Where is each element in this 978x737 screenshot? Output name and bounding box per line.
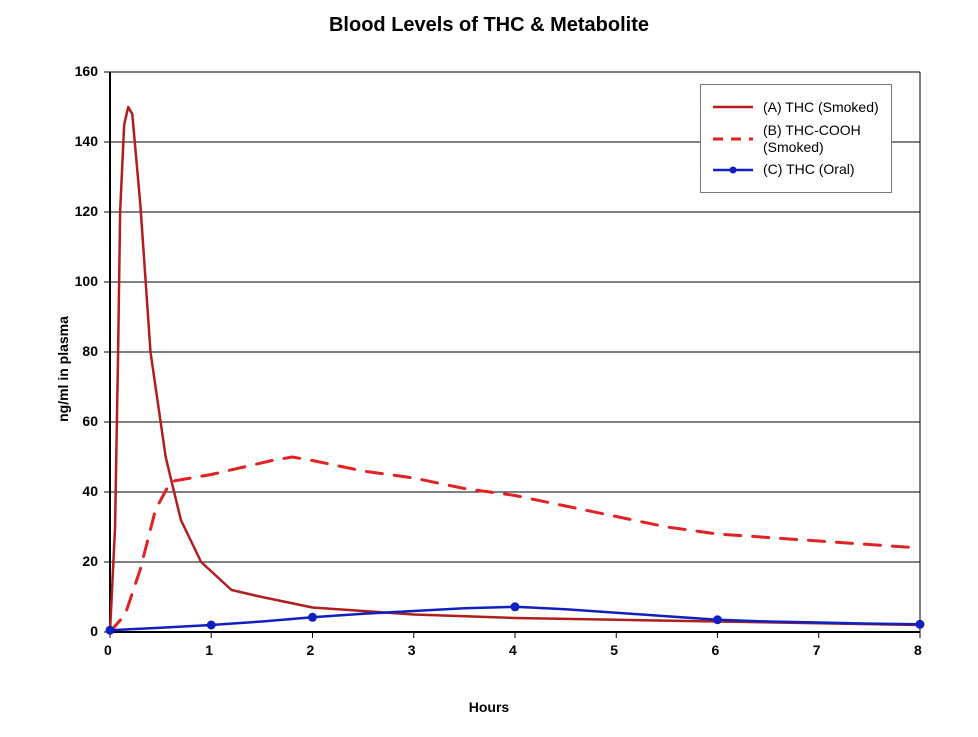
x-axis-label: Hours: [0, 699, 978, 715]
legend-item: (C) THC (Oral): [713, 161, 879, 178]
x-tick-label: 6: [712, 642, 720, 658]
x-tick-label: 0: [104, 642, 112, 658]
legend-label: (B) THC-COOH (Smoked): [763, 122, 861, 156]
chart-title: Blood Levels of THC & Metabolite: [0, 14, 978, 37]
y-tick-label: 120: [75, 203, 98, 219]
x-tick-label: 3: [408, 642, 416, 658]
y-tick-label: 80: [82, 343, 98, 359]
legend-label: (C) THC (Oral): [763, 161, 855, 178]
y-tick-label: 100: [75, 273, 98, 289]
legend-swatch: [713, 132, 753, 146]
legend-swatch: [713, 163, 753, 177]
x-tick-label: 5: [610, 642, 618, 658]
y-axis-label: ng/ml in plasma: [55, 316, 71, 422]
legend-item: (B) THC-COOH (Smoked): [713, 122, 879, 156]
y-tick-label: 0: [90, 623, 98, 639]
y-tick-label: 140: [75, 133, 98, 149]
legend-label: (A) THC (Smoked): [763, 99, 879, 116]
y-tick-label: 20: [82, 553, 98, 569]
legend-swatch: [713, 100, 753, 114]
legend-item: (A) THC (Smoked): [713, 99, 879, 116]
x-tick-label: 7: [813, 642, 821, 658]
y-tick-label: 160: [75, 63, 98, 79]
x-tick-label: 8: [914, 642, 922, 658]
chart-page: Blood Levels of THC & Metabolite ng/ml i…: [0, 0, 978, 737]
x-tick-label: 4: [509, 642, 517, 658]
legend: (A) THC (Smoked) (B) THC-COOH (Smoked) (C)…: [700, 84, 892, 193]
x-tick-label: 1: [205, 642, 213, 658]
y-tick-label: 60: [82, 413, 98, 429]
y-tick-label: 40: [82, 483, 98, 499]
x-tick-label: 2: [307, 642, 315, 658]
